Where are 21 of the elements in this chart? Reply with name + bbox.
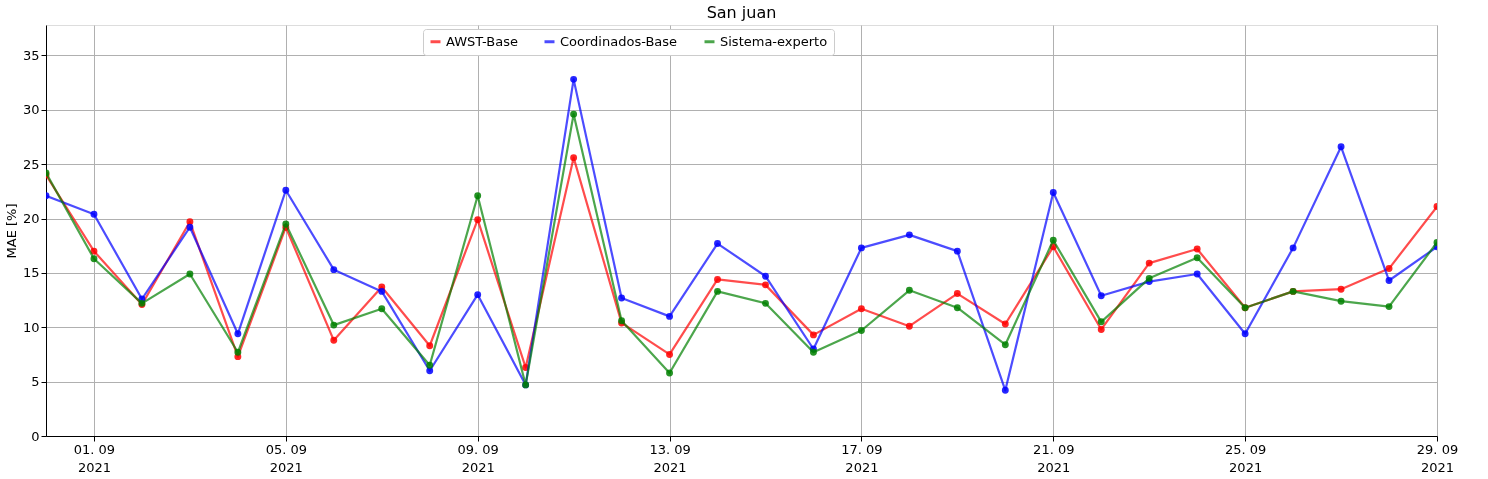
x-tick-label: 09. 09 2021 bbox=[457, 441, 499, 475]
y-tick-label: 0 bbox=[31, 428, 40, 444]
y-tick-label: 15 bbox=[22, 265, 40, 281]
legend-label: AWST-Base bbox=[446, 33, 518, 49]
y-tick-label: 25 bbox=[22, 156, 40, 172]
y-tick-label: 20 bbox=[22, 211, 40, 227]
x-tick-label: 17. 09 2021 bbox=[841, 441, 883, 475]
x-tick-label: 05. 09 2021 bbox=[265, 441, 308, 475]
x-tick-label: 29. 09 2021 bbox=[1416, 441, 1459, 475]
y-axis-title: MAE [%] bbox=[3, 203, 19, 259]
x-tick-label: 13. 09 2021 bbox=[649, 441, 691, 475]
x-tick-label: 01. 09 2021 bbox=[73, 441, 116, 475]
y-tick-label: 35 bbox=[22, 47, 40, 63]
y-tick-label: 5 bbox=[31, 374, 40, 390]
legend-label: Sistema-experto bbox=[720, 33, 828, 49]
x-tick-label: 25. 09 2021 bbox=[1224, 441, 1267, 475]
y-tick-label: 30 bbox=[22, 102, 40, 118]
legend-label: Coordinados-Base bbox=[560, 33, 678, 49]
x-tick-label: 21. 09 2021 bbox=[1033, 441, 1075, 475]
y-tick-label: 10 bbox=[22, 319, 40, 335]
chart-title: San juan bbox=[706, 3, 777, 22]
